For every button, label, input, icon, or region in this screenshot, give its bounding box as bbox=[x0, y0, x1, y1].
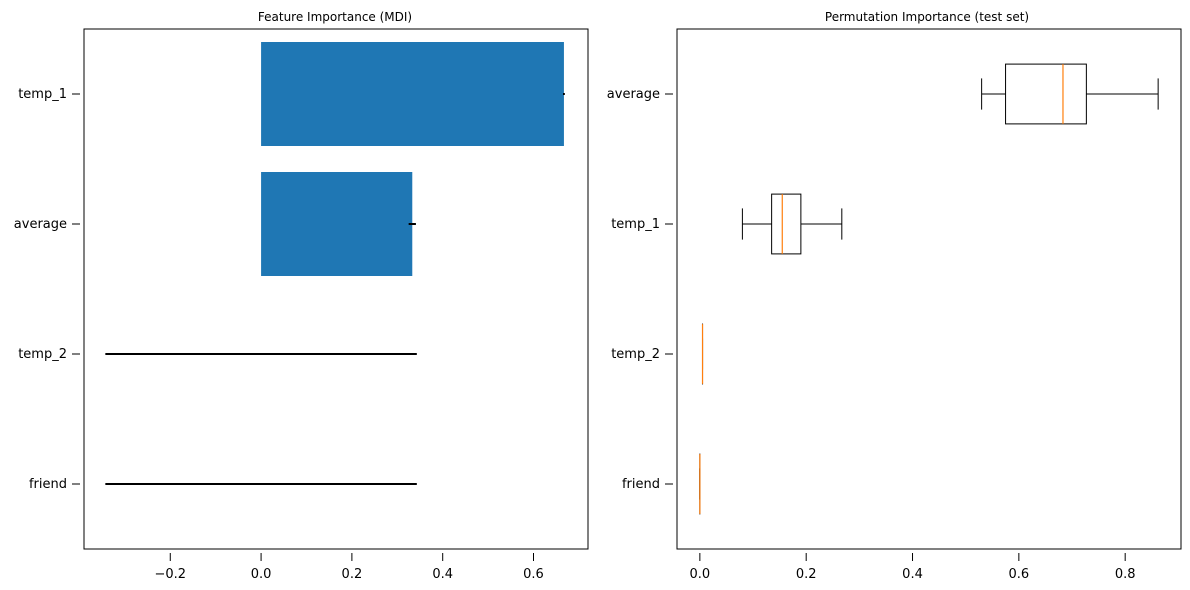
x-tick-label-2: 0.4 bbox=[902, 567, 923, 582]
mdi-chart-title: Feature Importance (MDI) bbox=[258, 10, 412, 24]
x-tick-label-1: 0.2 bbox=[796, 567, 817, 582]
bar-temp-1 bbox=[261, 42, 564, 146]
y-tick-label-average: average bbox=[14, 217, 67, 232]
x-tick-label-0: 0.0 bbox=[690, 567, 711, 582]
y-tick-label-temp-1: temp_1 bbox=[611, 217, 660, 232]
permutation-chart-title: Permutation Importance (test set) bbox=[825, 10, 1029, 24]
x-tick-label-1: 0.0 bbox=[251, 567, 272, 582]
y-tick-label-temp-1: temp_1 bbox=[18, 87, 67, 102]
mdi-chart: Feature Importance (MDI) friend temp_2 ave… bbox=[14, 10, 589, 582]
box-average bbox=[1005, 63, 1087, 125]
x-tick-label-4: 0.8 bbox=[1115, 567, 1136, 582]
x-tick-label-3: 0.6 bbox=[1009, 567, 1030, 582]
y-tick-label-friend: friend bbox=[622, 477, 660, 492]
y-tick-label-friend: friend bbox=[29, 477, 67, 492]
permutation-chart-frame bbox=[676, 28, 1182, 550]
mdi-chart-frame bbox=[83, 28, 589, 550]
y-tick-label-average: average bbox=[607, 87, 660, 102]
y-tick-label-temp-2: temp_2 bbox=[18, 347, 67, 362]
y-tick-label-temp-2: temp_2 bbox=[611, 347, 660, 362]
x-tick-label-4: 0.6 bbox=[523, 567, 544, 582]
permutation-chart: Permutation Importance (test set) friend… bbox=[607, 10, 1182, 582]
x-tick-label-3: 0.4 bbox=[432, 567, 453, 582]
x-tick-label-2: 0.2 bbox=[342, 567, 363, 582]
bar-average bbox=[261, 172, 413, 276]
box-temp-1 bbox=[771, 193, 802, 255]
x-tick-label-0: −0.2 bbox=[154, 567, 186, 582]
